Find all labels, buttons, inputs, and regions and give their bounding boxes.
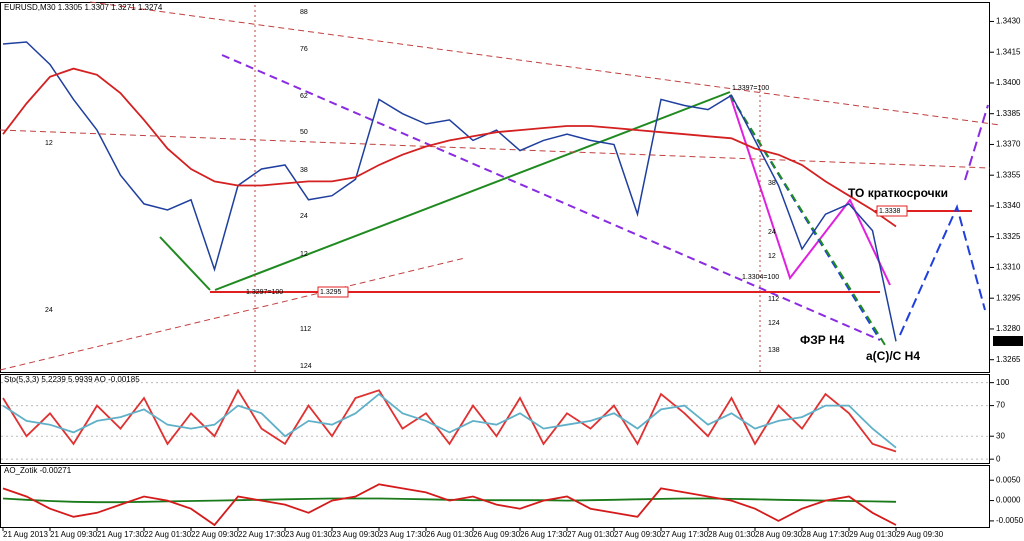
- y-tick-label: 1.3280: [996, 324, 1021, 333]
- annotation: 88: [300, 9, 308, 16]
- annotation: 124: [300, 363, 312, 370]
- drawings: [0, 1, 1001, 372]
- y-tick-label: 1.3430: [996, 17, 1021, 26]
- annotation: 24: [768, 229, 776, 236]
- x-tick-label: 27 Aug 01:30: [567, 530, 615, 539]
- y-tick-label: 0: [996, 454, 1001, 463]
- x-tick-label: 23 Aug 17:30: [379, 530, 427, 539]
- x-tick-label: 27 Aug 17:30: [661, 530, 709, 539]
- annotation: 124: [768, 320, 780, 327]
- main-panel: [0, 2, 990, 373]
- ao-panel: [0, 465, 990, 528]
- series-line: [2, 483, 897, 527]
- annotation: 76: [300, 46, 308, 53]
- annotation: 1.3304=100: [742, 274, 779, 281]
- x-tick-label: 22 Aug 17:30: [238, 530, 286, 539]
- x-tick-label: 29 Aug 01:30: [849, 530, 897, 539]
- y-tick-label: 30: [996, 431, 1005, 440]
- x-tick-label: 26 Aug 09:30: [473, 530, 521, 539]
- price-box: [876, 205, 908, 217]
- annotation: ТО краткосрочки: [848, 186, 948, 200]
- annotation: 24: [300, 213, 308, 220]
- x-tick-label: 21 Aug 09:30: [50, 530, 98, 539]
- series-line: [2, 392, 897, 449]
- y-tick-label: 1.3265: [996, 355, 1021, 364]
- series-line: [2, 388, 897, 453]
- forecast-line: [899, 204, 986, 336]
- annotation: 12: [768, 253, 776, 260]
- annotation: 1.3295: [320, 289, 342, 296]
- x-tick-label: 23 Aug 09:30: [332, 530, 380, 539]
- series-line: [2, 67, 897, 228]
- channel-line: [221, 54, 881, 341]
- price-box: [993, 336, 1023, 346]
- y-tick-label: 1.3340: [996, 201, 1021, 210]
- annotation: 38: [768, 180, 776, 187]
- sto-panel: [0, 374, 990, 464]
- annotation: 1.3297=100: [246, 289, 283, 296]
- annotation: 50: [300, 129, 308, 136]
- series-line: [2, 41, 897, 342]
- y-tick-label: 0.0000: [996, 496, 1021, 505]
- y-tick-label: 1.3415: [996, 47, 1021, 56]
- x-tick-label: 29 Aug 09:30: [896, 530, 944, 539]
- panel-title: EURUSD,M30 1.3305 1.3307 1.3271 1.3274: [4, 3, 163, 12]
- annotation: 1.3338: [879, 208, 901, 215]
- annotation: 1.3397=100: [732, 85, 769, 92]
- annotation: 12: [300, 251, 308, 258]
- annotation: 62: [300, 93, 308, 100]
- annotation: 38: [300, 167, 308, 174]
- x-tick-label: 27 Aug 09:30: [614, 530, 662, 539]
- annotation: 112: [768, 296, 779, 303]
- y-tick-label: 1.3400: [996, 78, 1021, 87]
- x-tick-label: 26 Aug 01:30: [426, 530, 474, 539]
- y-tick-label: -0.0050: [996, 516, 1024, 525]
- y-tick-label: 70: [996, 401, 1005, 410]
- x-tick-label: 23 Aug 01:30: [285, 530, 333, 539]
- price-box: [317, 286, 349, 298]
- y-tick-label: 1.3370: [996, 140, 1021, 149]
- forecast-line: [964, 104, 989, 181]
- y-tick-label: 1.3385: [996, 109, 1021, 118]
- x-tick-label: 28 Aug 09:30: [755, 530, 803, 539]
- annotation: 1.3274: [996, 338, 1018, 345]
- resistance-line: [89, 1, 1001, 126]
- y-tick-label: 100: [996, 378, 1010, 387]
- panel-title: AO_Zotik -0.00271: [4, 466, 72, 475]
- wave-line: [729, 94, 886, 346]
- annotation: ФЗР H4: [800, 333, 845, 347]
- y-tick-label: 1.3310: [996, 263, 1021, 272]
- annotation: 24: [45, 307, 53, 314]
- x-tick-label: 22 Aug 09:30: [191, 530, 239, 539]
- resistance-line: [0, 129, 991, 169]
- annotation: 138: [768, 347, 780, 354]
- y-tick-label: 0.0050: [996, 475, 1021, 484]
- annotation: 112: [300, 326, 311, 333]
- trend-line: [214, 91, 731, 291]
- trend-line: [159, 236, 211, 291]
- y-tick-label: 1.3355: [996, 170, 1021, 179]
- y-tick-label: 1.3325: [996, 232, 1021, 241]
- x-tick-label: 21 Aug 17:30: [97, 530, 145, 539]
- x-tick-label: 22 Aug 01:30: [144, 530, 192, 539]
- x-tick-label: 21 Aug 2013: [3, 530, 48, 539]
- x-tick-label: 28 Aug 01:30: [708, 530, 756, 539]
- y-tick-label: 1.3295: [996, 293, 1021, 302]
- annotation: 12: [45, 140, 53, 147]
- annotation: a(C)/C H4: [866, 349, 920, 363]
- panel-title: Sto(5,3,3) 5.2239 5.9939 AO -0.00185: [4, 375, 140, 384]
- x-tick-label: 28 Aug 17:30: [802, 530, 850, 539]
- x-tick-label: 26 Aug 17:30: [520, 530, 568, 539]
